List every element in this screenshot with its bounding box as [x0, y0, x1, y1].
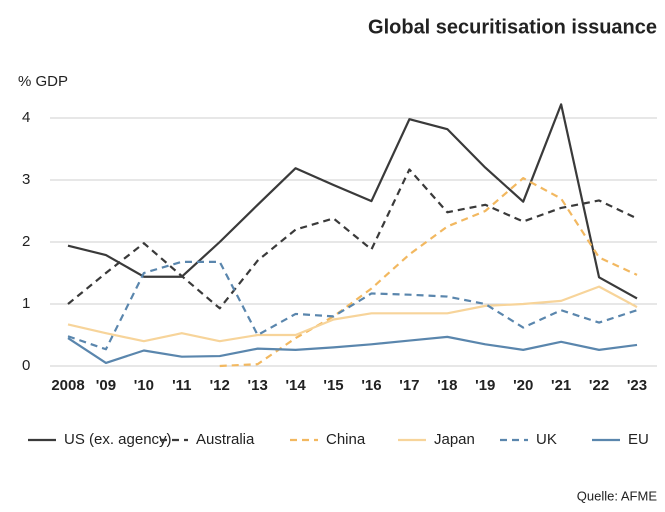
source: Quelle: AFME [577, 488, 658, 503]
legend-label: UK [536, 431, 557, 448]
x-tick-label: 2008 [51, 377, 84, 394]
x-tick-label: '17 [399, 377, 419, 394]
series-line [67, 285, 638, 343]
x-tick-label: '22 [589, 377, 609, 394]
legend-label: US (ex. agency) [64, 431, 172, 448]
x-tick-label: '14 [285, 377, 306, 394]
x-tick-label: '21 [551, 377, 571, 394]
x-tick-label: '09 [96, 377, 116, 394]
y-tick-label: 0 [22, 357, 30, 374]
x-tick-label: '12 [210, 377, 230, 394]
y-tick-label: 4 [22, 109, 30, 126]
x-tick-label: '11 [172, 377, 191, 394]
x-tick-label: '18 [437, 377, 457, 394]
x-tick-label: '15 [323, 377, 343, 394]
legend-label: Australia [196, 431, 255, 448]
legend-label: China [326, 431, 366, 448]
x-tick-label: '13 [248, 377, 268, 394]
legend-label: EU [628, 431, 649, 448]
series-line [67, 103, 638, 300]
x-tick-label: '19 [475, 377, 495, 394]
x-tick-label: '10 [134, 377, 154, 394]
series-line [219, 177, 638, 368]
chart-title: Global securitisation issuance [368, 16, 657, 38]
y-tick-label: 3 [22, 171, 30, 188]
x-tick-label: '20 [513, 377, 533, 394]
y-axis-label: % GDP [18, 73, 68, 90]
series-line [67, 335, 638, 364]
series-line [67, 260, 638, 351]
y-tick-label: 2 [22, 233, 30, 250]
legend-label: Japan [434, 431, 475, 448]
x-tick-label: '23 [627, 377, 647, 394]
x-tick-label: '16 [361, 377, 381, 394]
series-line [67, 168, 638, 310]
y-tick-label: 1 [22, 295, 30, 312]
